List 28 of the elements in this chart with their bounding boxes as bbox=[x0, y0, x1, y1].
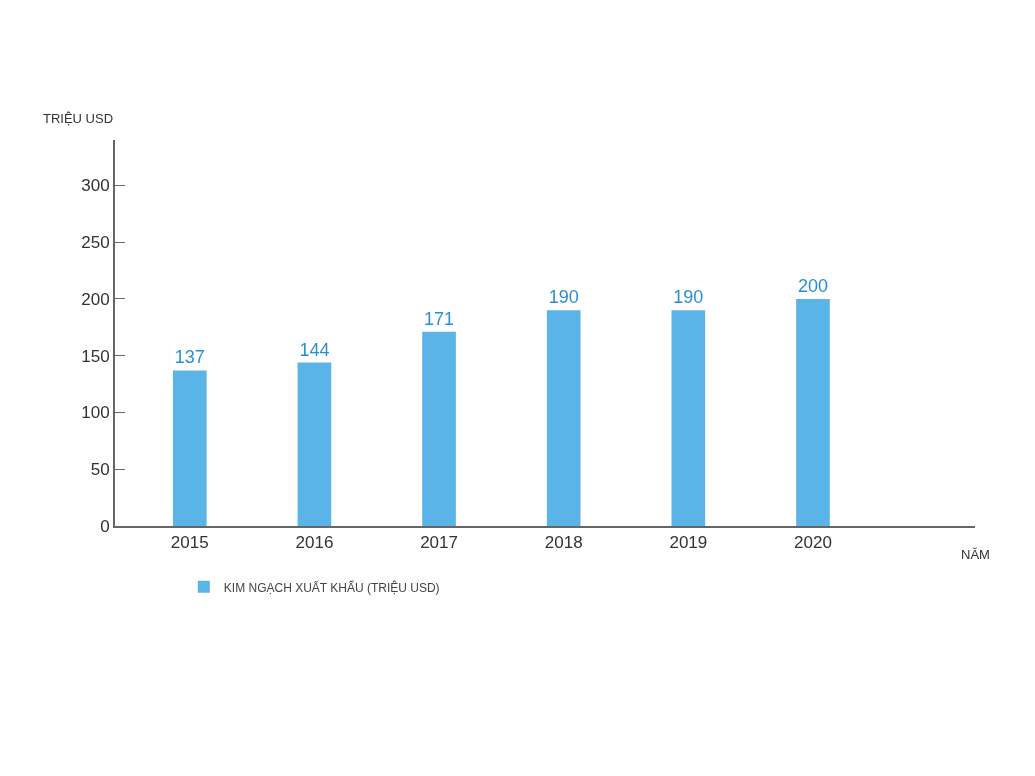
data-label: 171 bbox=[424, 308, 455, 329]
bar bbox=[796, 298, 830, 526]
x-tick-label: 2015 bbox=[170, 533, 209, 553]
y-tick-label: 0 bbox=[100, 516, 110, 536]
data-label: 144 bbox=[299, 339, 330, 360]
data-label: 200 bbox=[797, 275, 828, 296]
legend-label: KIM NGẠCH XUẤT KHẨU (TRIỆU USD) bbox=[223, 579, 440, 595]
x-tick-label: 2016 bbox=[295, 533, 334, 553]
y-tick-label: 150 bbox=[81, 346, 110, 366]
y-tick-label: 50 bbox=[90, 460, 110, 480]
x-axis-title: NĂM bbox=[961, 547, 990, 562]
data-label: 190 bbox=[548, 287, 579, 308]
y-tick-label: 100 bbox=[81, 403, 110, 423]
data-label: 137 bbox=[174, 347, 205, 368]
y-tick-label: 200 bbox=[81, 289, 110, 309]
bar bbox=[671, 310, 706, 526]
y-axis-title: TRIỆU USD bbox=[43, 111, 114, 126]
bar bbox=[546, 310, 581, 526]
y-tick-label: 250 bbox=[81, 233, 110, 253]
x-tick-label: 2017 bbox=[420, 533, 458, 553]
x-tick-label: 2020 bbox=[794, 533, 832, 553]
bar bbox=[422, 331, 456, 526]
x-tick-label: 2018 bbox=[544, 533, 583, 553]
y-tick-label: 300 bbox=[81, 176, 110, 196]
bar bbox=[297, 362, 332, 526]
bar bbox=[172, 370, 207, 526]
x-tick-label: 2019 bbox=[669, 533, 708, 553]
data-label: 190 bbox=[673, 287, 704, 308]
